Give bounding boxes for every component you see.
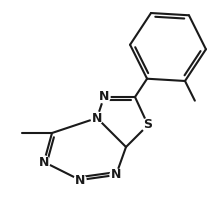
- Text: N: N: [111, 168, 121, 181]
- Circle shape: [98, 91, 110, 103]
- Text: N: N: [39, 155, 49, 168]
- Text: S: S: [144, 118, 153, 131]
- Text: N: N: [99, 91, 109, 104]
- Circle shape: [91, 112, 103, 124]
- Circle shape: [38, 156, 50, 168]
- Text: N: N: [92, 111, 102, 125]
- Circle shape: [141, 118, 154, 131]
- Circle shape: [110, 169, 122, 181]
- Circle shape: [74, 174, 86, 186]
- Text: N: N: [75, 174, 85, 187]
